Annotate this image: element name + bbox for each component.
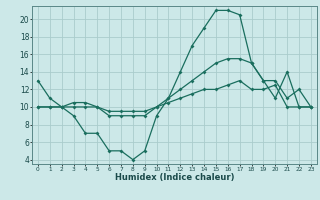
X-axis label: Humidex (Indice chaleur): Humidex (Indice chaleur) <box>115 173 234 182</box>
